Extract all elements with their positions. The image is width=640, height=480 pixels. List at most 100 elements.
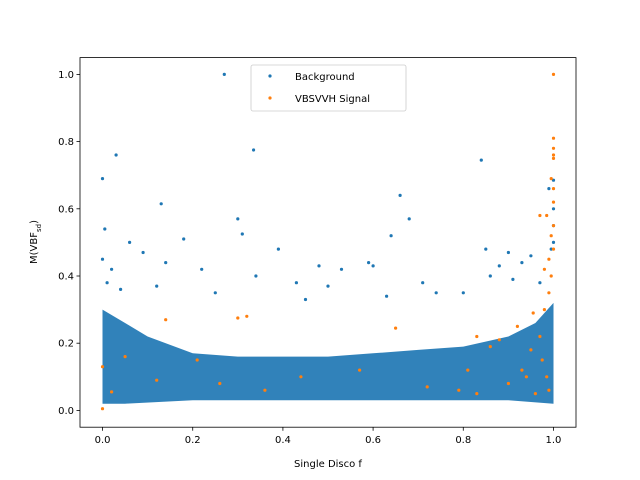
signal-point bbox=[551, 200, 556, 204]
background-point bbox=[484, 247, 488, 251]
signal-point bbox=[549, 274, 553, 278]
background-point bbox=[159, 202, 163, 206]
signal-point bbox=[506, 381, 510, 386]
signal-point bbox=[100, 365, 105, 369]
y-tick-label: 0.4 bbox=[58, 272, 74, 283]
signal-point bbox=[551, 153, 556, 157]
background-point bbox=[520, 261, 524, 265]
y-axis-ticks: 0.0 0.2 0.4 0.6 0.8 1.0 bbox=[58, 70, 80, 417]
background-density-band bbox=[102, 302, 554, 404]
signal-point bbox=[551, 187, 556, 191]
background-point bbox=[398, 193, 402, 197]
legend-marker-background bbox=[268, 74, 272, 78]
y-tick-label: 1.0 bbox=[58, 70, 74, 81]
signal-point bbox=[110, 390, 114, 394]
background-point bbox=[105, 281, 109, 285]
signal-point bbox=[547, 388, 551, 392]
x-tick-label: 0.2 bbox=[185, 435, 201, 446]
background-point bbox=[141, 250, 145, 255]
background-point bbox=[389, 234, 393, 238]
background-point bbox=[339, 267, 344, 271]
background-point bbox=[222, 72, 226, 76]
background-point bbox=[547, 187, 551, 191]
signal-point bbox=[529, 348, 533, 352]
x-tick-label: 1.0 bbox=[546, 435, 562, 446]
background-dense-region bbox=[102, 302, 554, 404]
signal-point bbox=[547, 257, 551, 261]
signal-point bbox=[549, 177, 553, 181]
background-point bbox=[497, 264, 501, 268]
x-tick-label: 0.0 bbox=[95, 435, 111, 446]
background-point bbox=[254, 274, 258, 278]
signal-point bbox=[100, 407, 105, 411]
background-point bbox=[421, 281, 425, 285]
background-point bbox=[182, 237, 186, 241]
background-point bbox=[506, 250, 510, 255]
y-tick-label: 0.0 bbox=[58, 406, 74, 417]
background-point bbox=[461, 291, 465, 295]
background-point bbox=[114, 153, 118, 157]
background-point bbox=[155, 284, 159, 288]
signal-point bbox=[155, 378, 159, 382]
signal-point bbox=[551, 247, 556, 251]
background-point bbox=[371, 264, 375, 268]
signal-point bbox=[542, 267, 547, 271]
background-point bbox=[529, 254, 533, 258]
background-point bbox=[551, 178, 556, 182]
legend-label-background: Background bbox=[295, 72, 355, 83]
signal-point bbox=[551, 136, 556, 140]
legend: Background VBSVVH Signal bbox=[250, 64, 407, 112]
signal-point bbox=[545, 375, 549, 379]
signal-point bbox=[195, 358, 199, 362]
signal-point bbox=[236, 316, 240, 320]
signal-point bbox=[547, 291, 551, 295]
y-tick-label: 0.6 bbox=[58, 204, 74, 215]
background-point bbox=[294, 281, 298, 285]
background-point bbox=[128, 240, 132, 244]
signal-point bbox=[475, 392, 479, 396]
plot-frame bbox=[79, 57, 577, 428]
x-tick-label: 0.6 bbox=[365, 435, 381, 446]
signal-point bbox=[466, 368, 470, 372]
signal-point bbox=[245, 314, 249, 318]
signal-point bbox=[358, 368, 362, 372]
background-point bbox=[252, 148, 256, 152]
background-point bbox=[276, 247, 280, 251]
signal-point bbox=[540, 358, 544, 362]
signal-point bbox=[164, 318, 168, 322]
background-point bbox=[200, 267, 204, 271]
background-point bbox=[479, 158, 483, 162]
signal-point bbox=[549, 234, 553, 238]
x-tick-label: 0.8 bbox=[455, 435, 471, 446]
signal-point bbox=[533, 392, 538, 396]
background-point bbox=[317, 264, 321, 268]
signal-point bbox=[218, 381, 222, 386]
background-point bbox=[303, 297, 308, 302]
signal-point bbox=[488, 345, 492, 349]
background-point bbox=[551, 207, 556, 211]
background-point bbox=[511, 277, 515, 281]
legend-marker-signal bbox=[268, 96, 272, 100]
y-axis-label: M(VBFsd) bbox=[29, 220, 43, 264]
signal-point bbox=[551, 156, 556, 160]
signal-point bbox=[542, 308, 547, 312]
signal-point bbox=[524, 375, 529, 379]
signal-point bbox=[551, 72, 556, 76]
background-point bbox=[326, 284, 330, 288]
x-axis-label: Single Disco f bbox=[294, 459, 362, 470]
signal-point bbox=[263, 388, 267, 392]
signal-point bbox=[299, 375, 303, 379]
signal-point bbox=[123, 355, 127, 359]
signal-point bbox=[425, 385, 429, 389]
signal-point bbox=[531, 311, 535, 315]
y-tick-label: 0.2 bbox=[58, 339, 74, 350]
signal-point bbox=[538, 334, 542, 339]
background-point bbox=[110, 267, 114, 271]
signal-point bbox=[515, 324, 520, 328]
background-point bbox=[407, 217, 411, 221]
background-point bbox=[100, 257, 105, 261]
legend-box bbox=[250, 64, 407, 112]
background-point bbox=[385, 294, 389, 298]
background-point bbox=[367, 261, 371, 265]
